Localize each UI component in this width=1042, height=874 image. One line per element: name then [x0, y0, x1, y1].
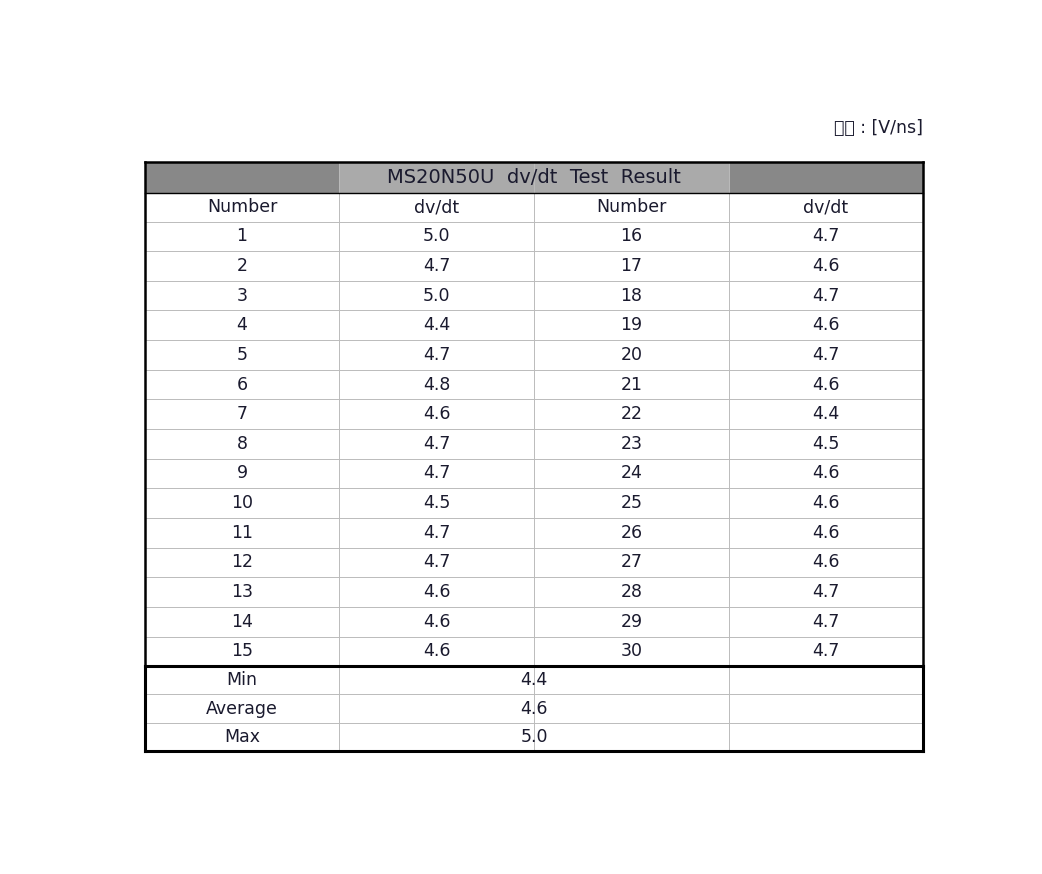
- Text: 15: 15: [231, 642, 253, 661]
- Text: 4.7: 4.7: [813, 613, 840, 631]
- Text: 5.0: 5.0: [520, 728, 548, 746]
- Text: Average: Average: [206, 699, 278, 718]
- Text: 4.7: 4.7: [813, 583, 840, 601]
- Text: 25: 25: [620, 494, 642, 512]
- Text: 12: 12: [231, 553, 253, 572]
- Text: 27: 27: [620, 553, 642, 572]
- Bar: [145, 695, 923, 723]
- Text: 7: 7: [237, 406, 248, 423]
- Text: 4.7: 4.7: [423, 257, 450, 275]
- Text: 4.6: 4.6: [812, 553, 840, 572]
- Bar: [145, 281, 923, 310]
- Text: 24: 24: [620, 464, 642, 482]
- Bar: [145, 340, 923, 370]
- Bar: [145, 518, 923, 548]
- Bar: [145, 489, 923, 518]
- Bar: [145, 221, 923, 251]
- Text: 20: 20: [620, 346, 642, 364]
- Bar: [340, 162, 728, 193]
- Text: 4.7: 4.7: [423, 464, 450, 482]
- Text: 4.6: 4.6: [423, 583, 450, 601]
- Text: 11: 11: [231, 524, 253, 542]
- Text: 4.4: 4.4: [813, 406, 840, 423]
- Text: 4.4: 4.4: [520, 671, 548, 690]
- Text: 4: 4: [237, 316, 248, 334]
- Text: 4.4: 4.4: [423, 316, 450, 334]
- Text: 5.0: 5.0: [423, 287, 450, 305]
- Bar: [145, 310, 923, 340]
- Text: Min: Min: [226, 671, 257, 690]
- Text: 4.7: 4.7: [813, 227, 840, 246]
- Text: 30: 30: [620, 642, 642, 661]
- Bar: [145, 251, 923, 281]
- Bar: [145, 723, 923, 751]
- Text: 4.6: 4.6: [812, 376, 840, 393]
- Bar: [145, 162, 340, 193]
- Bar: [145, 636, 923, 666]
- Text: 28: 28: [620, 583, 642, 601]
- Text: 14: 14: [231, 613, 253, 631]
- Text: 16: 16: [620, 227, 643, 246]
- Text: 단위 : [V/ns]: 단위 : [V/ns]: [835, 120, 923, 137]
- Text: Number: Number: [596, 198, 667, 217]
- Text: 4.6: 4.6: [812, 257, 840, 275]
- Text: 4.7: 4.7: [423, 435, 450, 453]
- Text: 5.0: 5.0: [423, 227, 450, 246]
- Text: 19: 19: [620, 316, 643, 334]
- Bar: [145, 370, 923, 399]
- Bar: [145, 666, 923, 695]
- Bar: [145, 429, 923, 459]
- Text: dv/dt: dv/dt: [803, 198, 848, 217]
- Text: 4.5: 4.5: [423, 494, 450, 512]
- Text: 6: 6: [237, 376, 248, 393]
- Text: 29: 29: [620, 613, 643, 631]
- Bar: [728, 162, 923, 193]
- Text: 13: 13: [231, 583, 253, 601]
- Bar: [145, 548, 923, 577]
- Text: MS20N50U  dv/dt  Test  Result: MS20N50U dv/dt Test Result: [387, 168, 681, 187]
- Text: 21: 21: [620, 376, 642, 393]
- Text: dv/dt: dv/dt: [414, 198, 460, 217]
- Text: 4.8: 4.8: [423, 376, 450, 393]
- Text: 4.6: 4.6: [520, 699, 548, 718]
- Text: 5: 5: [237, 346, 248, 364]
- Text: 4.7: 4.7: [423, 346, 450, 364]
- Text: 8: 8: [237, 435, 248, 453]
- Text: 4.6: 4.6: [423, 642, 450, 661]
- Text: 4.6: 4.6: [812, 464, 840, 482]
- Text: 4.6: 4.6: [812, 524, 840, 542]
- Text: 23: 23: [620, 435, 642, 453]
- Text: 17: 17: [620, 257, 642, 275]
- Text: 4.7: 4.7: [813, 346, 840, 364]
- Text: 4.6: 4.6: [812, 316, 840, 334]
- Text: 3: 3: [237, 287, 248, 305]
- Text: 4.6: 4.6: [423, 613, 450, 631]
- Bar: [145, 459, 923, 489]
- Text: 4.5: 4.5: [813, 435, 840, 453]
- Text: 4.7: 4.7: [813, 287, 840, 305]
- Bar: [145, 399, 923, 429]
- Text: 26: 26: [620, 524, 643, 542]
- Bar: [145, 607, 923, 636]
- Text: Number: Number: [207, 198, 277, 217]
- Text: 2: 2: [237, 257, 248, 275]
- Bar: [145, 193, 923, 221]
- Text: 9: 9: [237, 464, 248, 482]
- Text: 10: 10: [231, 494, 253, 512]
- Text: 4.6: 4.6: [812, 494, 840, 512]
- Text: 4.7: 4.7: [423, 524, 450, 542]
- Text: 18: 18: [620, 287, 642, 305]
- Text: 4.6: 4.6: [423, 406, 450, 423]
- Text: 22: 22: [620, 406, 642, 423]
- Text: 1: 1: [237, 227, 248, 246]
- Text: Max: Max: [224, 728, 260, 746]
- Bar: [145, 577, 923, 607]
- Text: 4.7: 4.7: [813, 642, 840, 661]
- Text: 4.7: 4.7: [423, 553, 450, 572]
